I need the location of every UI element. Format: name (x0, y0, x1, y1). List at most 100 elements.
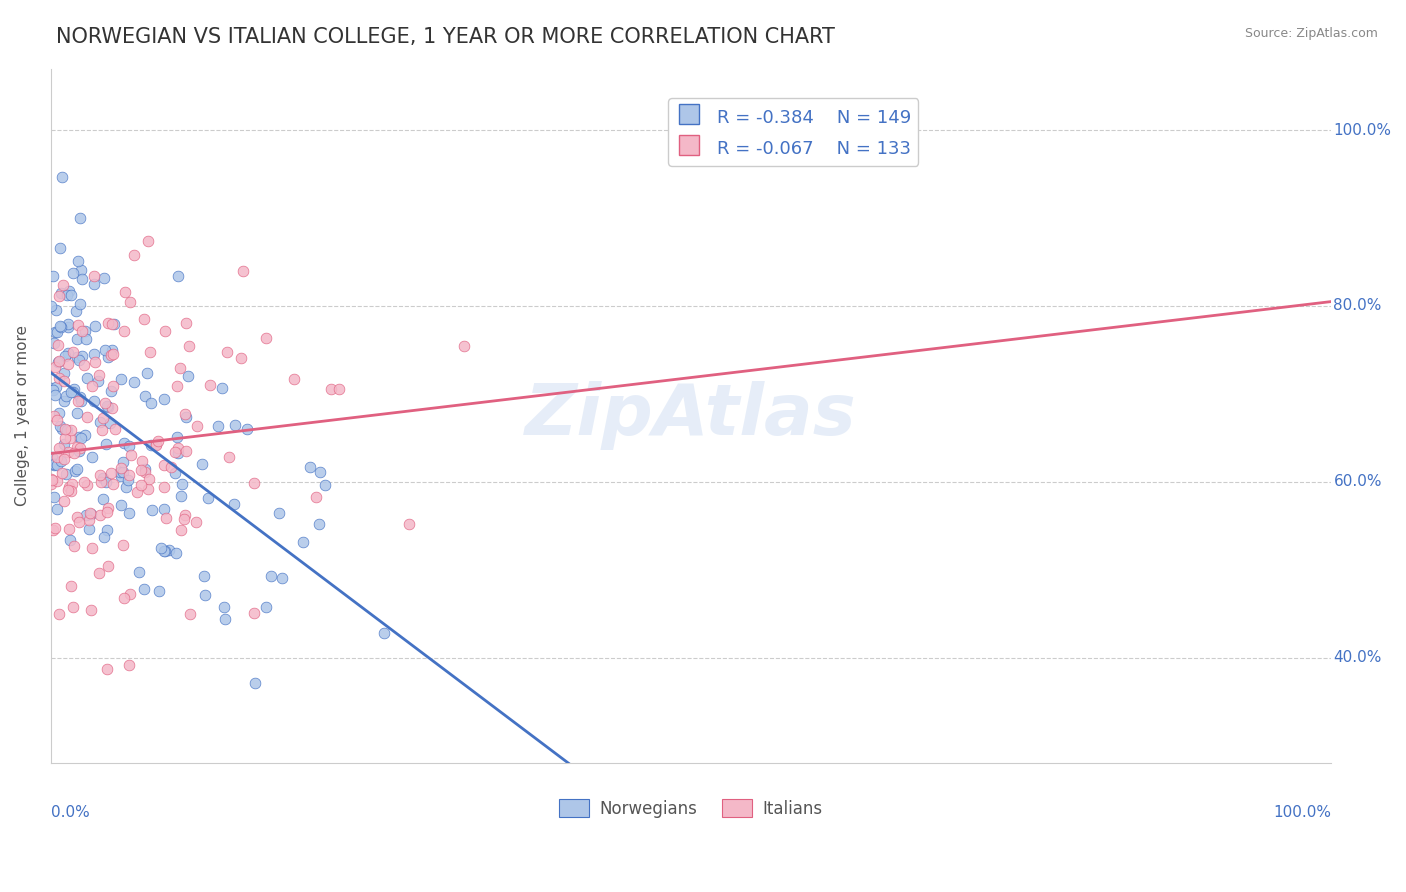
Point (103, 318, 125, 332)
Point (218, 450, 240, 464)
Point (69, 431, 91, 445)
Legend: Norwegians, Italians: Norwegians, Italians (553, 792, 830, 824)
Point (41, 472, 63, 486)
Point (52, 393, 75, 408)
Point (83, 393, 105, 408)
Point (148, 583, 170, 598)
Point (45, 302, 67, 317)
Point (110, 498, 132, 512)
Y-axis label: College, 1 year or more: College, 1 year or more (15, 326, 30, 507)
Point (153, 325, 176, 339)
Point (96, 662, 118, 676)
Point (141, 503, 163, 517)
Point (184, 516, 207, 530)
Point (165, 546, 187, 560)
Text: 60.0%: 60.0% (1333, 475, 1382, 490)
Point (100, 348, 122, 362)
Point (89, 415, 111, 429)
Point (111, 465, 134, 479)
Point (398, 517, 420, 532)
Point (48, 406, 70, 420)
Point (101, 346, 124, 360)
Point (159, 460, 181, 475)
Point (314, 478, 336, 492)
Point (66, 332, 89, 346)
Point (215, 345, 238, 359)
Point (101, 379, 124, 393)
Point (93, 270, 115, 285)
Point (283, 371, 305, 385)
Point (166, 379, 188, 393)
Point (49, 418, 72, 433)
Text: 100.0%: 100.0% (1333, 122, 1392, 137)
Point (51, 467, 73, 481)
Point (73, 427, 96, 442)
Point (46, 450, 69, 464)
Point (79, 507, 101, 521)
Point (49, 241, 72, 255)
Point (132, 582, 155, 596)
Point (100, 384, 122, 398)
Point (42, 524, 65, 538)
Point (254, 600, 277, 615)
Point (60, 483, 83, 498)
Point (66, 393, 89, 408)
Point (166, 430, 188, 444)
Point (117, 473, 139, 487)
Point (291, 534, 314, 549)
Point (75, 332, 97, 346)
Point (83, 269, 105, 284)
Point (153, 502, 176, 516)
Point (60, 476, 83, 491)
Point (49, 320, 72, 334)
Point (46, 474, 69, 488)
Point (59, 533, 82, 548)
Point (152, 480, 174, 494)
Point (319, 383, 342, 397)
Point (63, 464, 86, 478)
Point (186, 418, 208, 433)
Point (83, 347, 105, 361)
Point (44, 521, 66, 535)
Point (58, 480, 80, 494)
Point (87, 566, 110, 580)
Point (42, 490, 65, 504)
Point (91, 423, 114, 437)
Point (149, 541, 172, 555)
Point (193, 569, 215, 583)
Point (453, 339, 475, 353)
Point (170, 523, 193, 537)
Point (179, 607, 201, 621)
Point (70, 324, 93, 338)
Point (146, 434, 169, 448)
Point (44, 388, 66, 402)
Point (58, 284, 80, 298)
Point (89, 468, 111, 483)
Point (53, 431, 76, 445)
Point (135, 367, 157, 381)
Point (118, 658, 141, 673)
Point (65, 304, 87, 318)
Point (58, 357, 80, 371)
Point (243, 676, 266, 690)
Point (224, 417, 246, 432)
Point (56, 319, 79, 334)
Point (112, 435, 135, 450)
Point (101, 317, 124, 331)
Point (83, 354, 105, 368)
Point (73, 475, 96, 489)
Point (42, 384, 65, 398)
Point (96, 399, 118, 413)
Point (94, 475, 117, 489)
Point (70, 349, 93, 363)
Point (53, 452, 76, 467)
Point (91, 411, 114, 425)
Point (97, 558, 120, 573)
Point (84, 319, 107, 334)
Point (66, 351, 89, 365)
Point (197, 491, 219, 505)
Point (166, 269, 188, 284)
Point (152, 458, 174, 472)
Point (52, 493, 75, 508)
Point (114, 285, 136, 299)
